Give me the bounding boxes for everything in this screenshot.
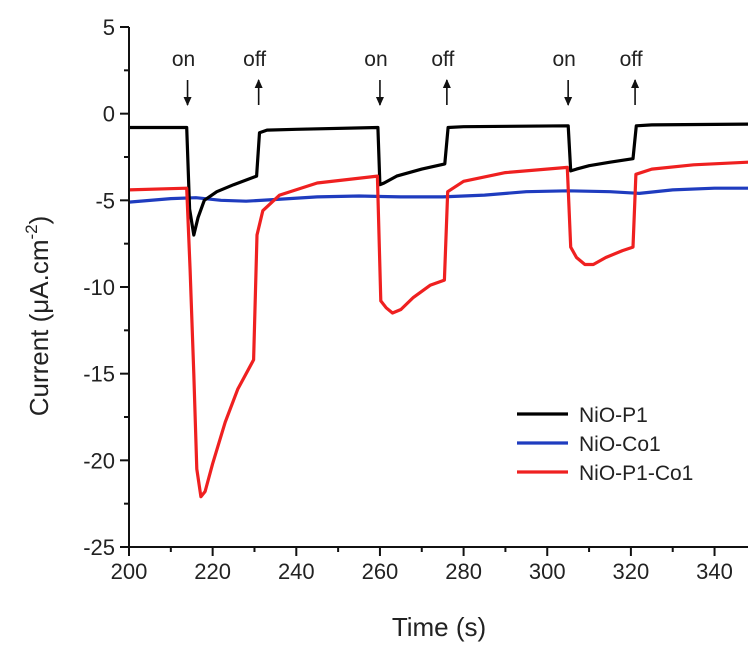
x-tick-label: 300 <box>529 559 566 584</box>
series-line-nio-co1 <box>129 186 748 204</box>
tick-layer: 200 220 240 260 280 300 320 340 5 0 -5 -10 -15 -20 -25 <box>83 15 733 584</box>
y-axis-title-main: Current ( <box>24 313 54 416</box>
annotation-off: off <box>620 48 643 71</box>
x-tick-label: 240 <box>278 559 315 584</box>
x-tick-label: 280 <box>445 559 482 584</box>
annotation-arrow-down-icon <box>183 97 192 106</box>
annotation-arrow-down-icon <box>375 97 384 106</box>
x-tick-label: 340 <box>696 559 733 584</box>
x-tick-label: 260 <box>362 559 399 584</box>
series-line-nio-p1-co1 <box>129 160 748 499</box>
x-axis-title: Time (s) <box>392 612 486 642</box>
annotation-off: off <box>243 48 266 71</box>
axes-layer <box>128 27 748 548</box>
annotation-arrow-up-icon <box>442 79 451 88</box>
y-axis-title-superscript: -2 <box>22 224 41 239</box>
annotation-on: on <box>172 48 195 71</box>
annotation-arrow-down-icon <box>564 97 573 106</box>
y-tick-label: 0 <box>103 102 115 127</box>
y-tick-label: -20 <box>83 448 115 473</box>
legend-label: NiO-Co1 <box>579 433 661 456</box>
annotation-arrow-up-icon <box>631 79 640 88</box>
y-axis-title-close: ) <box>24 216 54 225</box>
y-axis-title-unit: A.cm <box>24 240 54 299</box>
y-tick-label: -5 <box>95 188 115 213</box>
y-tick-label: 5 <box>103 15 115 40</box>
series-layer <box>129 122 748 499</box>
x-tick-label: 200 <box>111 559 148 584</box>
x-tick-label: 220 <box>194 559 231 584</box>
annotation-arrow-up-icon <box>254 79 263 88</box>
annotation-on: on <box>364 48 387 71</box>
legend-label: NiO-P1 <box>579 404 648 427</box>
series-line-nio-p1 <box>129 122 748 237</box>
legend-label: NiO-P1-Co1 <box>579 462 693 485</box>
annotation-off: off <box>431 48 454 71</box>
annotation-on: on <box>552 48 575 71</box>
x-tick-label: 320 <box>613 559 650 584</box>
y-tick-label: -10 <box>83 275 115 300</box>
y-axis-title: Current (μA.cm-2) <box>22 216 54 417</box>
y-tick-label: -15 <box>83 362 115 387</box>
annotation-layer: on off on off on off <box>172 48 643 106</box>
y-tick-label: -25 <box>83 535 115 560</box>
y-axis-title-mu: μ <box>24 299 54 314</box>
legend: NiO-P1 NiO-Co1 NiO-P1-Co1 <box>517 404 693 485</box>
